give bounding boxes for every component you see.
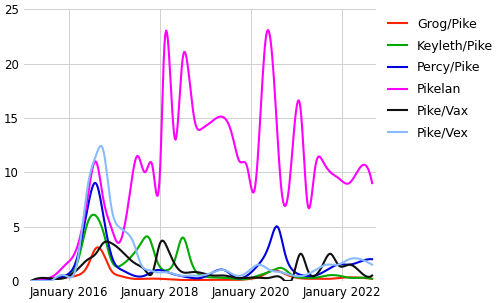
- Pikelan: [163, 29, 169, 32]
- Pike/Vex: [69, 275, 75, 278]
- Pike/Vex: [244, 271, 250, 275]
- Grog/Pike: [277, 270, 283, 273]
- Pike/Vax: [275, 275, 281, 278]
- Pikelan: [275, 145, 281, 148]
- Pike/Vex: [277, 270, 283, 274]
- Pike/Vex: [140, 266, 146, 269]
- Percy/Pike: [164, 270, 170, 274]
- Keyleth/Pike: [69, 271, 75, 275]
- Grog/Pike: [275, 269, 281, 273]
- Percy/Pike: [244, 274, 250, 278]
- Percy/Pike: [275, 226, 281, 229]
- Legend: Grog/Pike, Keyleth/Pike, Percy/Pike, Pikelan, Pike/Vax, Pike/Vex: Grog/Pike, Keyleth/Pike, Percy/Pike, Pik…: [386, 15, 496, 142]
- Percy/Pike: [92, 181, 98, 185]
- Percy/Pike: [28, 279, 34, 283]
- Line: Percy/Pike: Percy/Pike: [31, 183, 372, 281]
- Pikelan: [277, 170, 283, 173]
- Grog/Pike: [28, 279, 34, 283]
- Pike/Vex: [369, 263, 375, 266]
- Pike/Vax: [277, 275, 283, 279]
- Grog/Pike: [69, 275, 75, 278]
- Line: Pike/Vex: Pike/Vex: [31, 146, 372, 281]
- Pikelan: [242, 161, 248, 165]
- Grog/Pike: [244, 278, 250, 281]
- Line: Grog/Pike: Grog/Pike: [31, 247, 372, 281]
- Keyleth/Pike: [140, 238, 146, 241]
- Pike/Vax: [164, 245, 170, 249]
- Percy/Pike: [277, 230, 283, 234]
- Pike/Vex: [164, 270, 170, 274]
- Percy/Pike: [369, 258, 375, 261]
- Grog/Pike: [95, 245, 101, 249]
- Percy/Pike: [69, 268, 75, 271]
- Line: Pikelan: Pikelan: [31, 30, 372, 281]
- Pikelan: [140, 166, 145, 169]
- Percy/Pike: [140, 274, 146, 278]
- Pike/Vax: [160, 239, 166, 242]
- Keyleth/Pike: [244, 277, 250, 281]
- Keyleth/Pike: [28, 279, 34, 283]
- Grog/Pike: [369, 277, 375, 281]
- Keyleth/Pike: [277, 266, 283, 270]
- Pike/Vex: [28, 279, 34, 283]
- Pike/Vax: [244, 276, 250, 280]
- Pikelan: [28, 279, 34, 283]
- Keyleth/Pike: [369, 277, 375, 281]
- Line: Pike/Vax: Pike/Vax: [31, 241, 372, 281]
- Pike/Vax: [69, 272, 75, 276]
- Keyleth/Pike: [164, 268, 170, 272]
- Keyleth/Pike: [275, 266, 281, 270]
- Pike/Vex: [98, 144, 103, 148]
- Pikelan: [69, 256, 75, 259]
- Grog/Pike: [140, 277, 146, 281]
- Keyleth/Pike: [90, 213, 96, 217]
- Pike/Vax: [369, 274, 375, 277]
- Pike/Vax: [140, 266, 145, 269]
- Grog/Pike: [164, 277, 170, 281]
- Pikelan: [369, 181, 375, 185]
- Line: Keyleth/Pike: Keyleth/Pike: [31, 215, 372, 281]
- Pike/Vex: [275, 270, 281, 274]
- Pikelan: [265, 28, 271, 32]
- Pike/Vax: [28, 279, 34, 283]
